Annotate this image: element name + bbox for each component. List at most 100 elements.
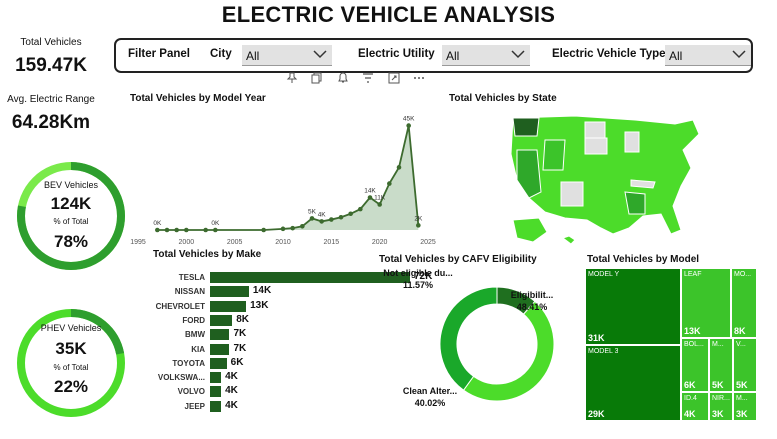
make-bar[interactable] <box>210 286 249 298</box>
make-chart[interactable]: TESLA 72K NISSAN 14K CHEVROLET 13K FORD 8K BMW 7K… <box>150 271 432 422</box>
total-vehicles-value: 159.47K <box>15 55 87 76</box>
treemap-cell-value: 4K <box>684 409 696 419</box>
treemap-cell[interactable]: MO... 8K <box>731 268 757 338</box>
phev-pct: 22% <box>53 377 89 396</box>
treemap-cell[interactable]: NIR... 3K <box>709 392 733 421</box>
model-year-data-label: 11K <box>374 194 386 201</box>
make-bar-label: VOLKSWA... <box>157 373 205 383</box>
treemap-cell[interactable]: ID.4 4K <box>681 392 709 421</box>
bev-card[interactable]: BEV Vehicles 124K % of Total 78% <box>15 160 127 272</box>
state-washington <box>512 117 540 137</box>
treemap-cell[interactable]: MODEL 3 29K <box>585 345 681 421</box>
model-year-point[interactable] <box>309 216 315 221</box>
model-year-point[interactable] <box>329 217 334 222</box>
treemap-cell-value: 13K <box>684 326 701 336</box>
make-bar-label: CHEVROLET <box>155 301 205 311</box>
model-year-point[interactable] <box>213 227 218 233</box>
model-year-point[interactable] <box>358 206 363 212</box>
treemap-cell-value: 31K <box>588 333 605 343</box>
make-bar[interactable] <box>210 357 227 369</box>
treemap-cell-value: 3K <box>712 409 724 419</box>
utility-filter-label: Electric Utility <box>358 48 435 60</box>
make-bar[interactable] <box>210 329 230 341</box>
make-bar-value: 13K <box>250 299 269 311</box>
state-alaska <box>512 217 548 243</box>
phev-pct-label: % of Total <box>53 363 89 372</box>
expand-icon[interactable] <box>388 72 400 84</box>
treemap-cell-name: NIR... <box>712 395 730 402</box>
model-year-point[interactable] <box>164 227 170 233</box>
treemap-cell[interactable]: MODEL Y 31K <box>585 268 681 345</box>
model-year-data-label: 5K <box>308 208 317 215</box>
model-year-point[interactable] <box>280 226 286 232</box>
treemap-cell-name: BOL... <box>684 341 704 348</box>
copy-icon[interactable] <box>311 72 323 84</box>
make-bar[interactable] <box>210 372 222 384</box>
pin-icon[interactable] <box>286 72 298 84</box>
model-year-point[interactable] <box>416 223 421 228</box>
model-year-point[interactable] <box>184 227 189 233</box>
make-bar-value: 72K <box>414 271 433 282</box>
phev-card[interactable]: PHEV Vehicles 35K % of Total 22% <box>15 307 127 419</box>
city-dropdown[interactable]: All <box>242 45 332 66</box>
model-year-point[interactable] <box>155 227 160 233</box>
treemap-title: Total Vehicles by Model <box>587 254 700 265</box>
make-bar-label: FORD <box>182 315 205 325</box>
model-year-point[interactable] <box>174 227 179 233</box>
make-bar[interactable] <box>210 343 230 355</box>
model-year-point[interactable] <box>406 123 411 128</box>
bev-label: BEV Vehicles <box>43 180 99 190</box>
model-year-point[interactable] <box>377 202 382 207</box>
more-icon[interactable] <box>413 72 425 84</box>
model-year-chart-title: Total Vehicles by Model Year <box>130 93 266 104</box>
make-bar-label: NISSAN <box>174 287 205 297</box>
cafv-pct-label: 40.02% <box>415 398 446 408</box>
us-state-map[interactable] <box>505 110 705 250</box>
state-tennessee <box>630 179 656 189</box>
make-bar[interactable] <box>210 400 222 412</box>
city-filter-label: City <box>210 48 232 60</box>
make-bar-value: 4K <box>225 385 238 397</box>
make-bar-value: 4K <box>225 399 238 411</box>
treemap-cell[interactable]: V... 5K <box>733 338 757 392</box>
treemap-cell-value: 3K <box>736 409 748 419</box>
treemap-cell[interactable]: LEAF 13K <box>681 268 731 338</box>
cafv-category-label: Clean Alter... <box>403 386 457 396</box>
model-year-point[interactable] <box>261 227 266 233</box>
make-bar[interactable] <box>210 272 410 283</box>
make-bar[interactable] <box>210 314 233 326</box>
utility-dropdown[interactable]: All <box>442 45 530 66</box>
cafv-slice[interactable] <box>439 286 498 391</box>
chevron-down-icon <box>511 50 525 59</box>
type-dropdown[interactable]: All <box>665 45 751 66</box>
model-year-point[interactable] <box>387 181 392 186</box>
model-year-point[interactable] <box>348 211 353 217</box>
model-year-point[interactable] <box>290 225 295 231</box>
cafv-slice[interactable] <box>462 300 555 402</box>
treemap-cell[interactable]: M... 3K <box>733 392 757 421</box>
bell-icon[interactable] <box>337 72 349 84</box>
model-year-data-label: 45K <box>403 116 415 123</box>
model-year-point[interactable] <box>396 165 402 170</box>
treemap-cell-name: MODEL Y <box>588 271 620 278</box>
type-dropdown-value: All <box>669 49 683 63</box>
cafv-chart[interactable]: Not eligible du... 11.57% Eligibilit... 48.… <box>370 268 585 418</box>
treemap-cell[interactable]: BOL... 6K <box>681 338 709 392</box>
model-year-point[interactable] <box>338 214 344 220</box>
make-bar-value: 6K <box>230 356 244 368</box>
bev-ring <box>17 162 125 270</box>
model-year-point[interactable] <box>203 227 208 233</box>
model-year-point[interactable] <box>319 219 324 224</box>
make-bar[interactable] <box>210 300 247 312</box>
phev-value: 35K <box>55 339 87 358</box>
filter-icon[interactable] <box>362 72 374 84</box>
utility-dropdown-value: All <box>446 49 460 63</box>
treemap-cell[interactable]: M... 5K <box>709 338 733 392</box>
model-treemap[interactable]: MODEL Y 31K MODEL 3 29K LEAF 13K MO... 8K BOL...… <box>585 268 757 421</box>
treemap-cell-name: M... <box>736 395 748 402</box>
make-bar[interactable] <box>210 386 222 398</box>
model-year-point[interactable] <box>367 195 373 200</box>
treemap-cell-value: 29K <box>588 409 605 419</box>
model-year-point[interactable] <box>300 223 305 229</box>
